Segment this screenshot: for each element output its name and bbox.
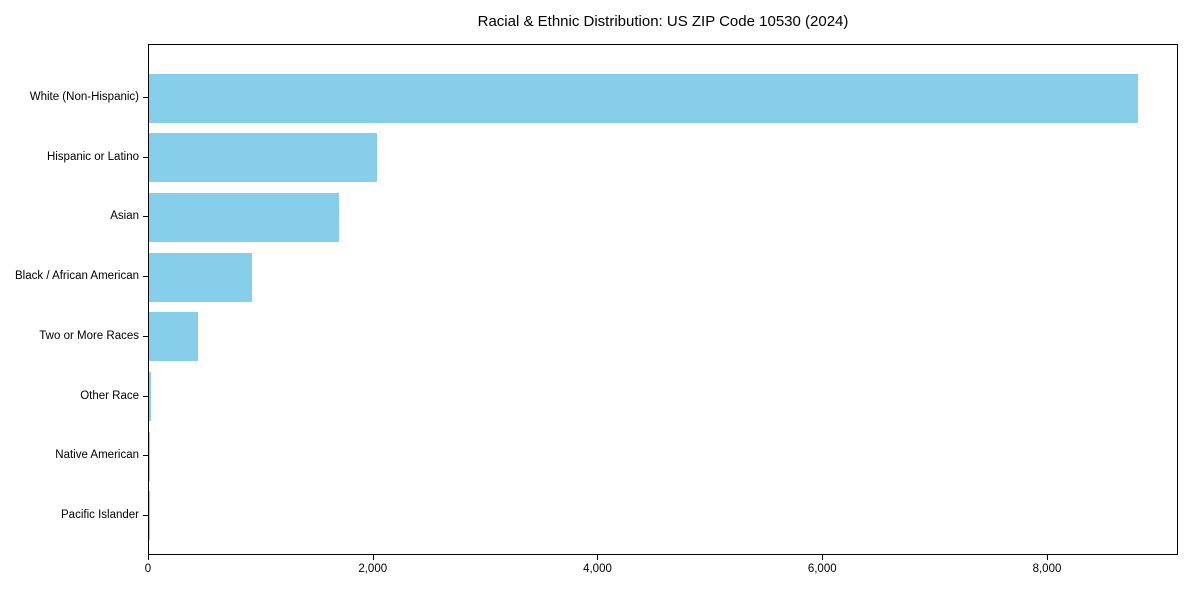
bar (149, 252, 252, 302)
x-tick-mark (597, 555, 599, 560)
x-tick-mark (822, 555, 824, 560)
y-tick-mark (143, 514, 148, 516)
x-tick-label: 6,000 (807, 563, 837, 575)
x-tick-label: 4,000 (583, 563, 612, 575)
x-tick-label: 2,000 (358, 563, 388, 575)
y-tick-mark (143, 216, 148, 218)
y-tick-mark (143, 276, 148, 278)
y-tick-label: Pacific Islander (61, 508, 139, 521)
bar (149, 73, 1138, 123)
y-tick-label: Two or More Races (39, 329, 139, 342)
x-tick-label: 8,000 (1032, 563, 1062, 575)
y-tick-mark (143, 97, 148, 98)
x-tick-mark (148, 555, 149, 560)
x-tick-mark (1046, 555, 1048, 560)
y-tick-label: Black / African American (15, 270, 139, 283)
bar (149, 431, 150, 481)
bar (149, 372, 151, 421)
y-tick-label: Asian (110, 210, 139, 223)
y-tick-mark (143, 455, 148, 457)
y-tick-label: Native American (55, 449, 139, 462)
x-tick-label: 0 (144, 563, 152, 575)
bar (149, 192, 339, 242)
y-tick-label: White (Non-Hispanic) (29, 91, 139, 103)
y-tick-label: Hispanic or Latino (46, 150, 139, 163)
bar (149, 133, 378, 183)
y-tick-label: Other Race (80, 389, 139, 402)
plot-area (148, 44, 1178, 555)
y-tick-mark (143, 335, 148, 337)
y-tick-mark (143, 156, 148, 158)
chart-title: Racial & Ethnic Distribution: US ZIP Cod… (477, 13, 849, 30)
x-tick-mark (372, 555, 374, 560)
bar (149, 312, 199, 362)
y-tick-mark (143, 395, 148, 397)
